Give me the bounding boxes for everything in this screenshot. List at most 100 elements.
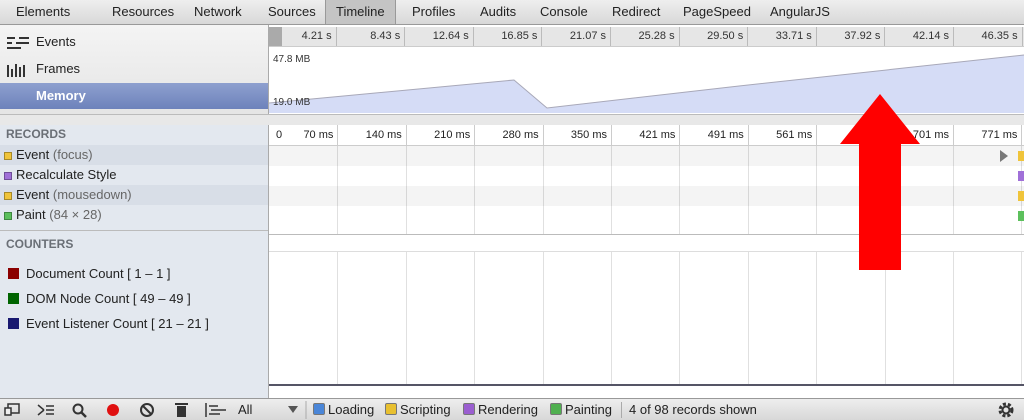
ruler-divider	[542, 125, 544, 145]
counters-baseline	[269, 384, 1024, 386]
ruler-label: 70 ms	[303, 129, 334, 141]
overview-divider	[335, 27, 337, 46]
record-name: Paint	[16, 207, 46, 222]
category-checkbox[interactable]: Scripting	[385, 399, 451, 420]
counters-divider	[0, 230, 268, 231]
counter-item[interactable]: DOM Node Count [ 49 – 49 ]	[0, 287, 191, 311]
ruler-label: 561 ms	[776, 129, 813, 141]
tab[interactable]: Profiles	[412, 4, 456, 19]
row-stripe	[269, 186, 1024, 206]
records-ruler: 0 70 ms 140 ms 210 ms 280 ms 350 ms 421 ms 491 …	[269, 125, 1024, 146]
memory-min-label: 19.0 MB	[273, 97, 311, 108]
ruler-label: 0	[276, 129, 283, 141]
overview-mode[interactable]: Frames	[36, 61, 81, 76]
tab[interactable]: Audits	[480, 4, 517, 19]
tab[interactable]: Elements	[16, 4, 71, 19]
grid-line	[337, 146, 339, 386]
record-detail: (focus)	[52, 147, 93, 162]
tab[interactable]: PageSpeed	[683, 4, 751, 19]
overview-divider	[884, 27, 886, 46]
grid-line	[747, 146, 749, 386]
counter-item[interactable]: Document Count [ 1 – 1 ]	[0, 262, 171, 286]
overview-tick-label: 46.35 s	[981, 30, 1018, 42]
memory-graph: 47.8 MB 19.0 MB	[268, 47, 1024, 113]
status-divider	[621, 402, 622, 418]
grid-line	[953, 146, 954, 386]
ruler-divider	[611, 125, 612, 145]
checkbox[interactable]	[550, 403, 562, 415]
grid-line	[474, 146, 476, 386]
category-label: Loading	[328, 402, 375, 417]
tab[interactable]: Redirect	[612, 4, 661, 19]
record-bar	[1018, 191, 1024, 201]
checkbox[interactable]	[463, 403, 475, 415]
tab[interactable]: Console	[540, 4, 588, 19]
overview-divider	[678, 27, 680, 46]
ruler-divider	[953, 125, 954, 145]
ruler-divider	[679, 125, 681, 145]
tab[interactable]: Resources	[112, 4, 175, 19]
record-row[interactable]: Event (mousedown)	[0, 185, 268, 205]
overview-ruler: 4.21 s 8.43 s 12.64 s 16.85 s 21.07 s 25.28 s…	[269, 27, 1024, 47]
overview-tick-label: 37.92 s	[844, 30, 881, 42]
overview-mode[interactable]: Memory	[0, 83, 268, 109]
record-color	[4, 212, 12, 220]
ruler-divider	[337, 125, 339, 145]
category-label: Painting	[565, 402, 612, 417]
record-bar	[1018, 151, 1024, 161]
record-row[interactable]: Paint (84 × 28)	[0, 205, 268, 225]
grid-line	[611, 146, 612, 386]
filter-select[interactable]: All	[238, 402, 253, 417]
records-sidebar: RECORDS Event (focus) Recalculate Style Eve…	[0, 125, 269, 398]
grid-line	[542, 146, 544, 386]
record-row[interactable]: Recalculate Style	[0, 165, 268, 185]
overview-handle[interactable]	[268, 27, 282, 46]
overview-tick-label: 42.14 s	[912, 30, 949, 42]
status-bar: All Loading Scripting Rendering Painting 4 of…	[0, 398, 1024, 420]
checkbox[interactable]	[385, 403, 397, 415]
records-grid	[269, 146, 1024, 398]
overview-divider	[472, 27, 474, 46]
record-name: Event	[16, 147, 50, 162]
overview-tick-label: 33.71 s	[775, 30, 812, 42]
memory-max-label: 47.8 MB	[273, 54, 311, 65]
ruler-divider	[405, 125, 407, 145]
grid-line	[405, 146, 407, 386]
tab[interactable]: Sources	[268, 4, 316, 19]
ruler-label: 210 ms	[434, 129, 471, 141]
overview-tick-label: 12.64 s	[432, 30, 469, 42]
ruler-label: 771 ms	[981, 129, 1018, 141]
overview-tick-label: 25.28 s	[638, 30, 675, 42]
record-name: Event	[16, 187, 50, 202]
category-checkbox[interactable]: Painting	[550, 399, 612, 420]
overview-divider	[404, 27, 406, 46]
overview-divider	[610, 27, 611, 46]
grid-line	[1021, 146, 1023, 386]
overview-divider	[953, 27, 954, 46]
expand-arrow	[1000, 150, 1008, 162]
record-bar	[1018, 171, 1024, 181]
tab[interactable]: AngularJS	[770, 4, 830, 19]
ruler-label: 350 ms	[570, 129, 607, 141]
checkbox[interactable]	[313, 403, 325, 415]
counter-item[interactable]: Event Listener Count [ 21 – 21 ]	[0, 312, 209, 336]
overview-tick-label: 21.07 s	[569, 30, 606, 42]
settings-icon[interactable]	[996, 401, 1016, 419]
tab[interactable]: Timeline	[325, 0, 396, 24]
counters-heading: COUNTERS	[6, 237, 74, 251]
overview-tick-label: 4.21 s	[301, 30, 332, 42]
grid-line	[679, 146, 681, 386]
overview-divider	[815, 27, 817, 46]
toolbar-icons	[4, 401, 307, 419]
tab[interactable]: Network	[194, 4, 242, 19]
record-name: Recalculate Style	[16, 167, 117, 182]
record-row[interactable]: Event (focus)	[0, 145, 268, 165]
category-checkbox[interactable]: Rendering	[463, 399, 538, 420]
ruler-divider	[747, 125, 749, 145]
overview-mode[interactable]: Events	[36, 34, 76, 49]
ruler-label: 491 ms	[707, 129, 744, 141]
record-color	[4, 192, 12, 200]
overview-divider	[1021, 27, 1023, 46]
category-checkbox[interactable]: Loading	[313, 399, 374, 420]
ruler-label: 280 ms	[502, 129, 539, 141]
